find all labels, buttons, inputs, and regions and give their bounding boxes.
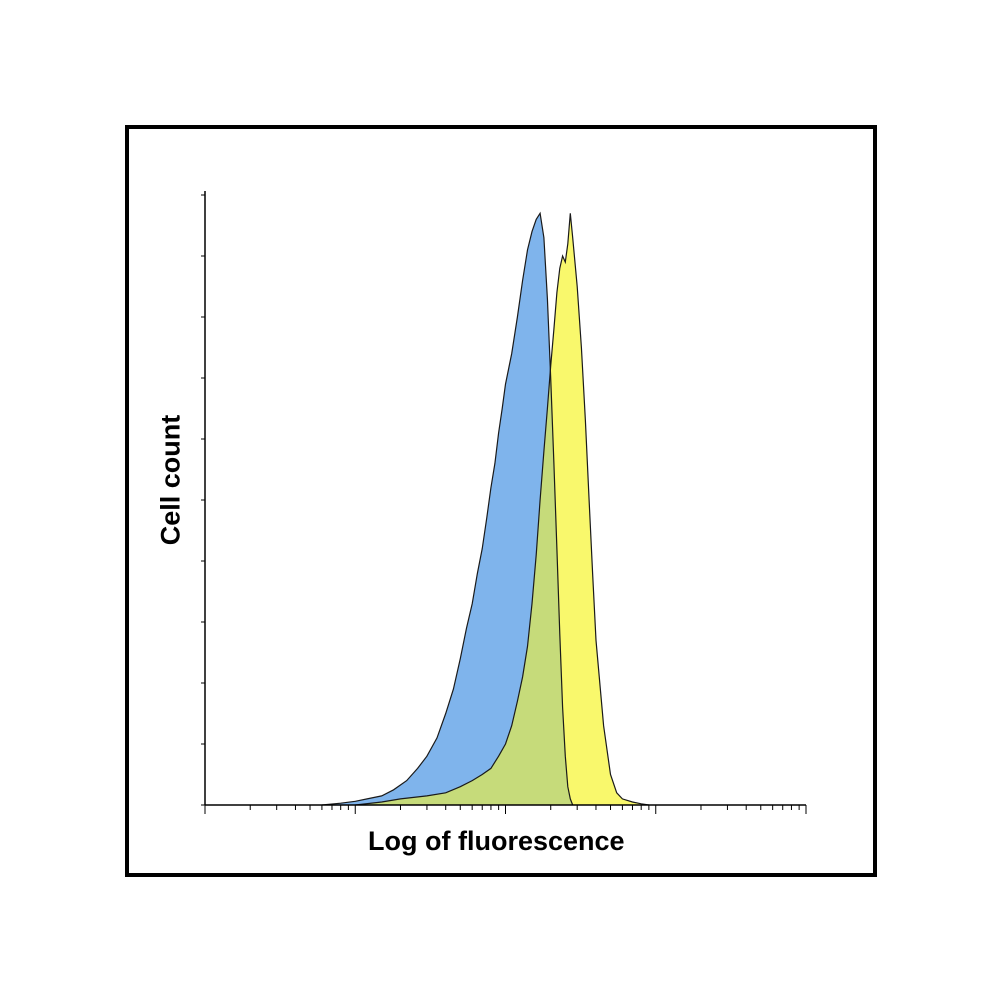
figure-frame (125, 125, 877, 877)
histogram-fill-2 (355, 213, 649, 806)
x-axis-label: Log of fluorescence (368, 826, 625, 856)
y-axis-label: Cell count (155, 414, 186, 546)
histogram-outline-1 (321, 211, 574, 806)
histogram-outline-2 (355, 213, 649, 806)
histogram-plot (201, 191, 807, 814)
histogram-fill-1 (321, 213, 573, 806)
